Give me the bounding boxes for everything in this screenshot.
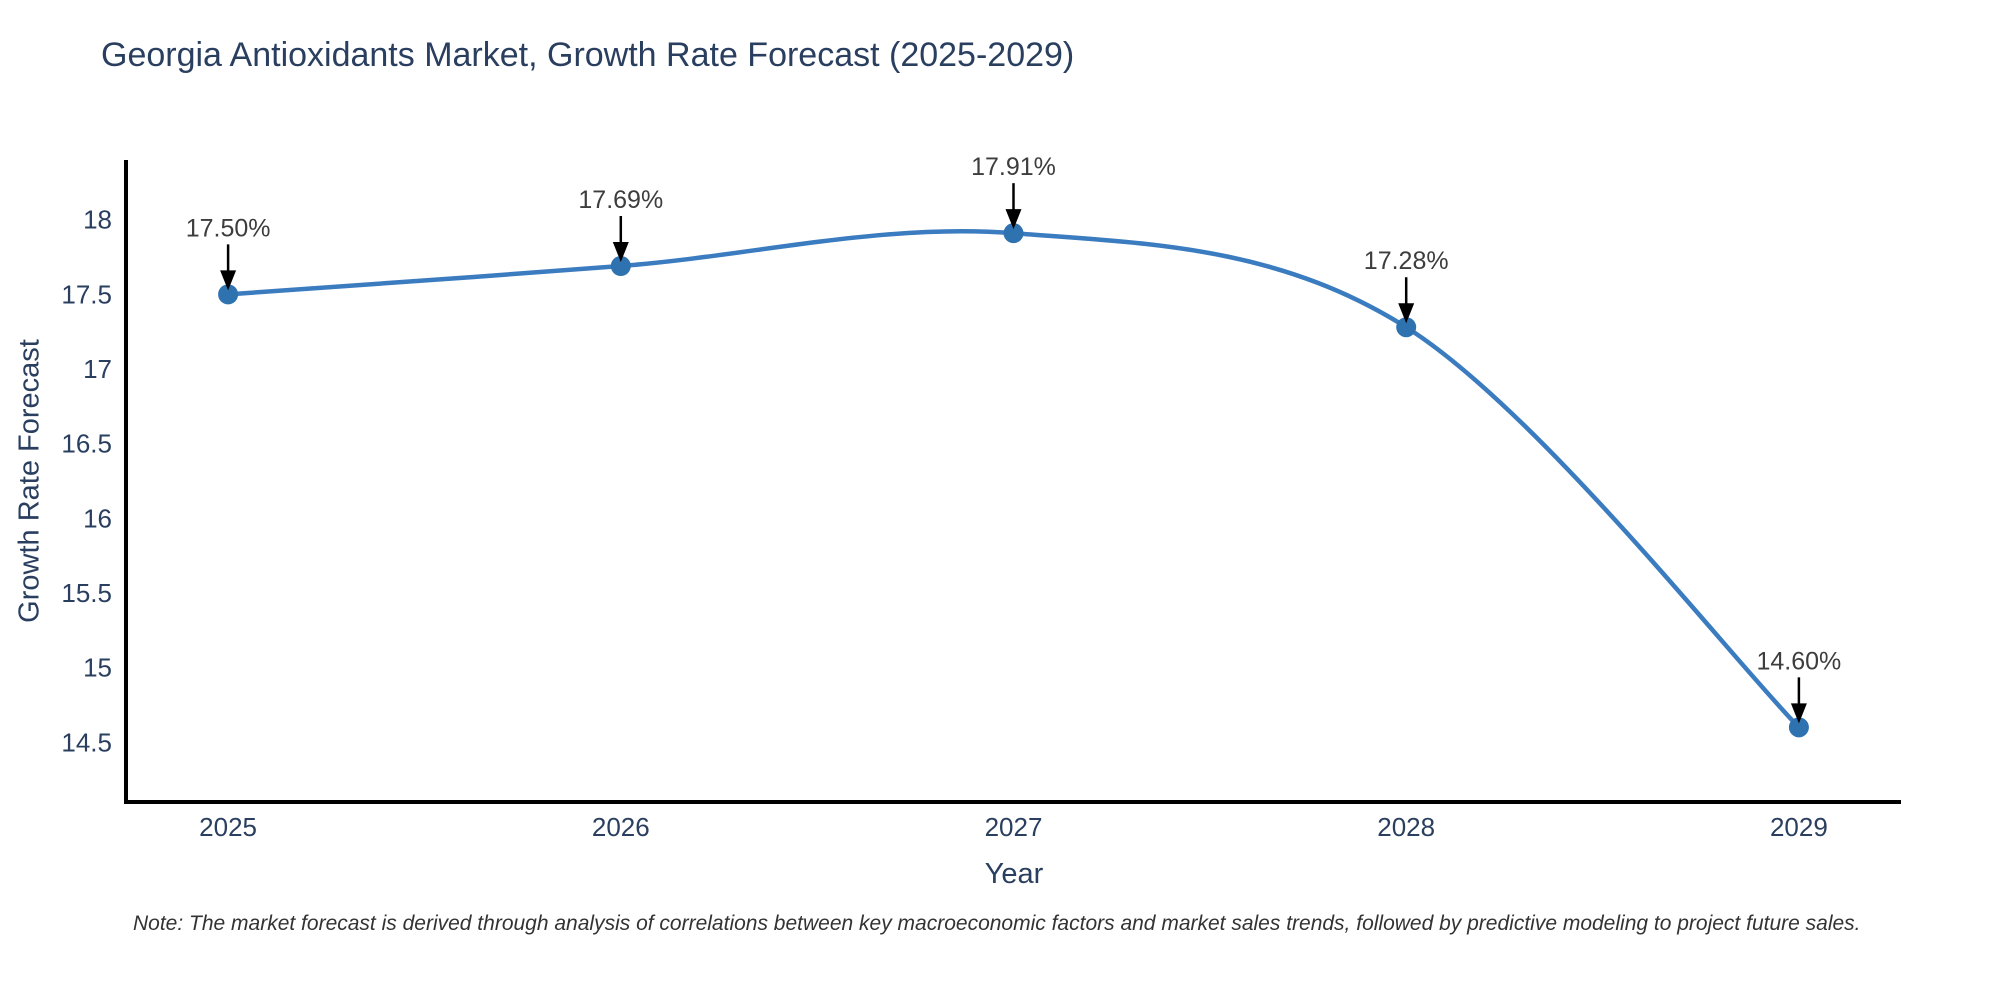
x-tick-label: 2028 [1377,812,1435,842]
data-point-2028[interactable] [1396,317,1417,338]
annotation-arrowhead-icon [1005,209,1022,230]
y-tick-label: 15 [83,653,112,683]
y-axis-title: Growth Rate Forecast [13,339,46,623]
x-axis-title: Year [984,858,1044,890]
y-tick-label: 18 [83,205,112,235]
data-point-2026[interactable] [610,256,631,277]
point-label: 17.28% [1364,247,1449,275]
y-tick-label: 17.5 [61,279,112,309]
y-tick-label: 14.5 [61,727,112,757]
point-label: 17.69% [578,186,663,214]
footnote: Note: The market forecast is derived thr… [133,912,1861,935]
data-point-2029[interactable] [1788,717,1809,738]
annotation-arrowhead-icon [1398,303,1415,324]
y-tick-label: 16 [83,503,112,533]
y-tick-label: 16.5 [61,429,112,459]
data-point-2025[interactable] [218,284,239,305]
x-tick-label: 2027 [985,812,1043,842]
point-label: 17.91% [971,153,1056,181]
annotation-arrowhead-icon [1790,703,1807,724]
x-tick-label: 2025 [199,812,257,842]
y-tick-label: 15.5 [61,578,112,608]
y-tick-label: 17 [83,354,112,384]
annotation-arrowhead-icon [612,242,629,263]
data-point-2027[interactable] [1003,223,1024,244]
point-label: 17.50% [186,214,271,242]
chart-title: Georgia Antioxidants Market, Growth Rate… [101,36,1075,74]
point-label: 14.60% [1756,647,1841,675]
x-tick-label: 2029 [1770,812,1828,842]
forecast-line [225,229,1802,730]
x-tick-label: 2026 [592,812,650,842]
annotation-arrowhead-icon [220,270,237,291]
